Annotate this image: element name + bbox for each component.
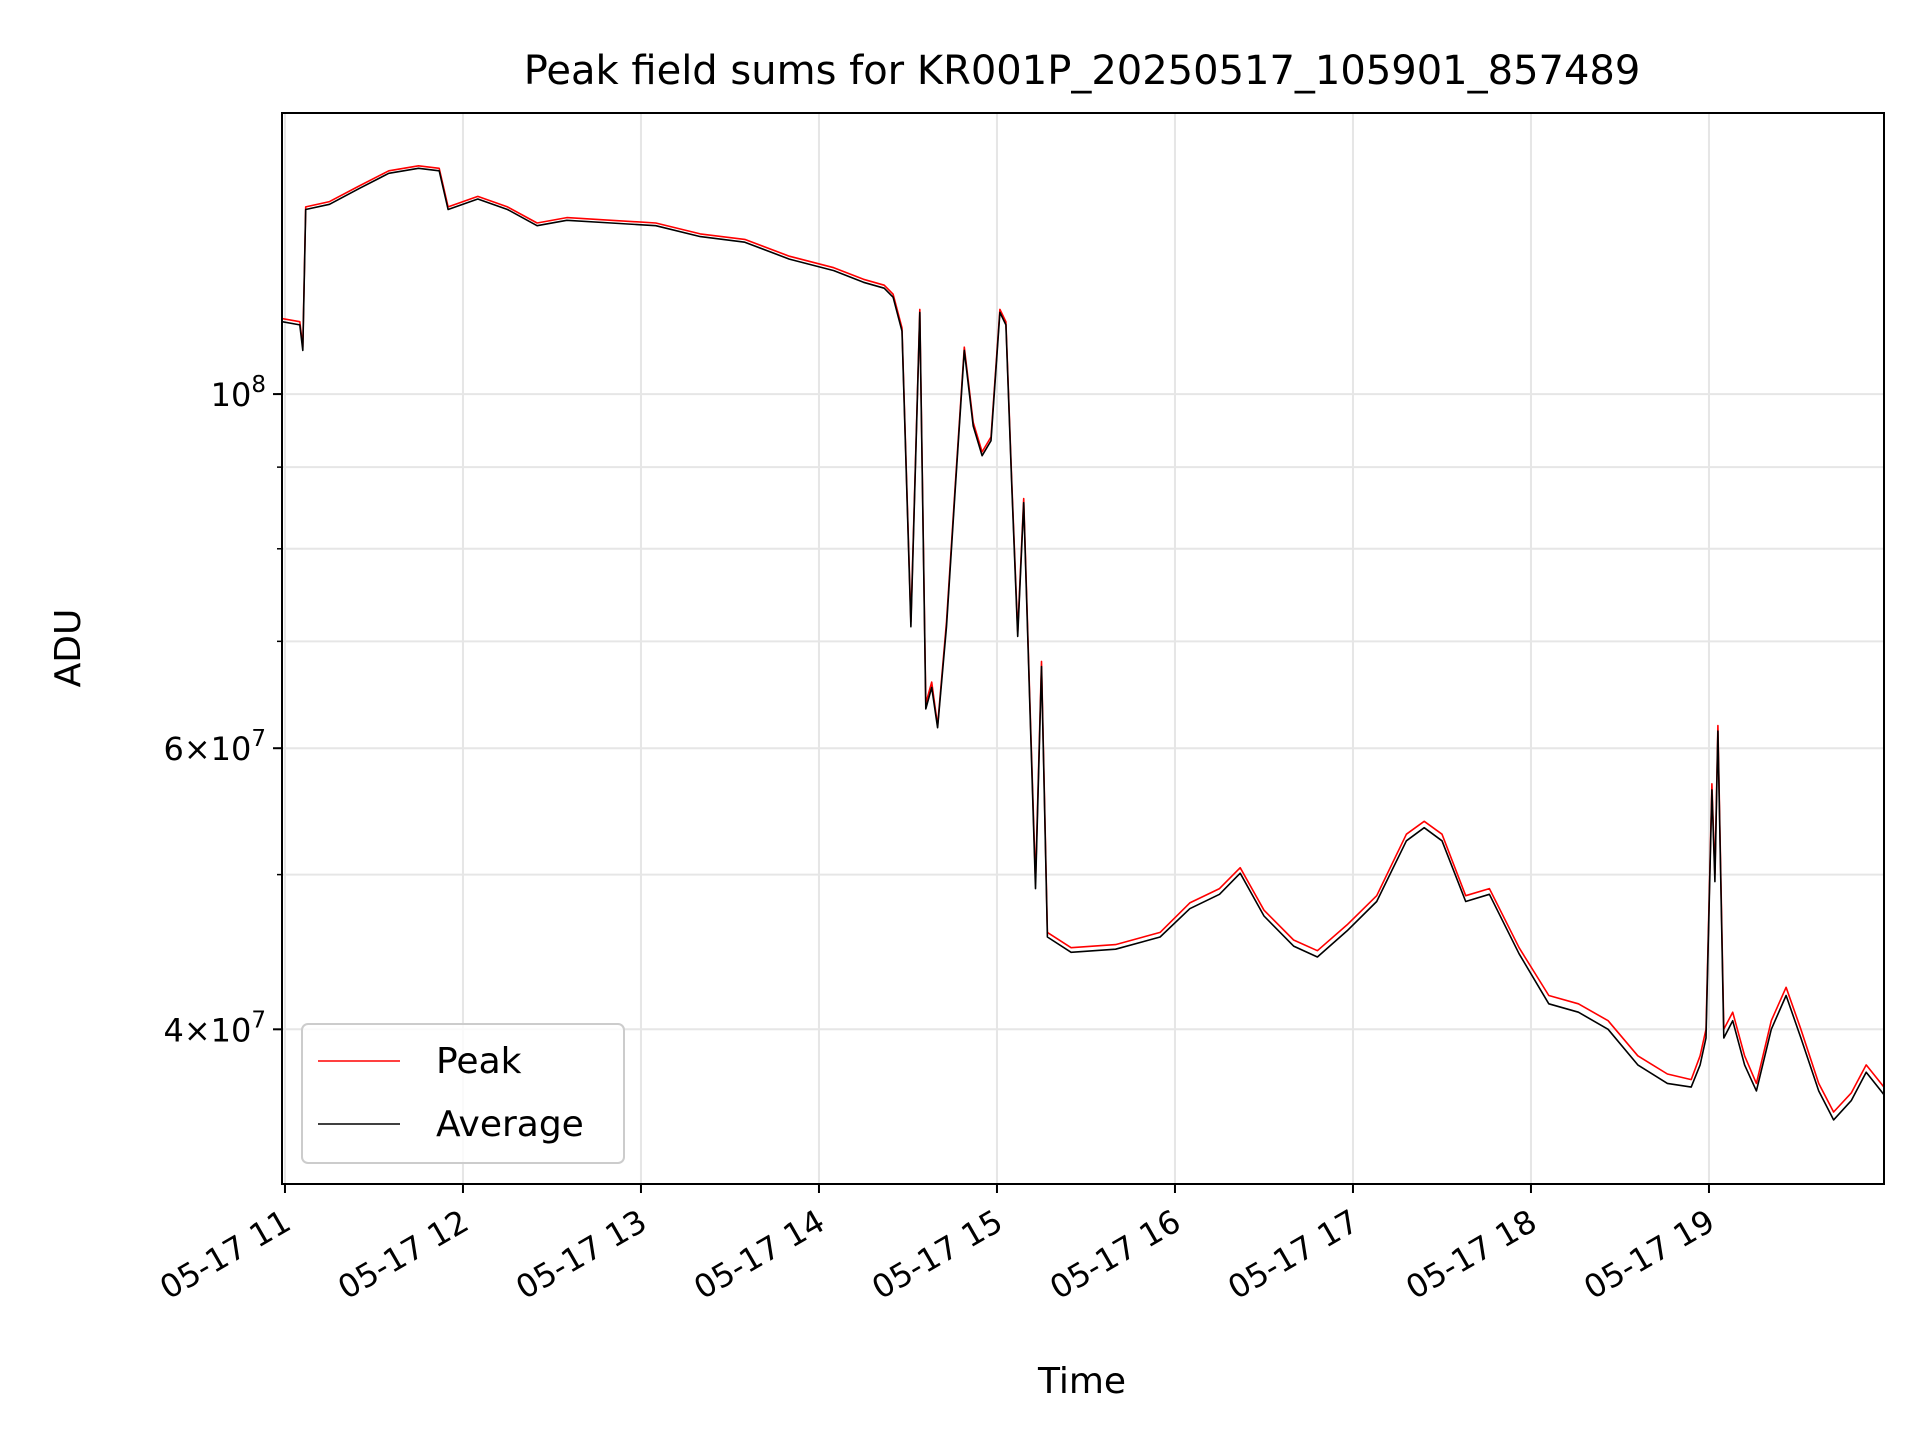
series-line-peak [282,165,1884,1113]
y-axis: 108 6×107 4×107 [163,372,282,1049]
legend-box [301,1023,625,1164]
y-tick-label-0: 108 [211,372,266,414]
series-line-average [282,167,1884,1121]
plot-frame [281,112,1885,1185]
y-axis-label: ADU [48,609,89,688]
legend: Peak Average [301,1023,625,1164]
series-layer [282,165,1884,1121]
y-tick-label-2: 4×107 [163,1007,266,1049]
legend-label-peak: Peak [436,1041,522,1082]
grid-layer [282,113,1884,1184]
x-axis-label: Time [1037,1361,1126,1402]
legend-label-average: Average [436,1104,584,1145]
chart-title: Peak field sums for KR001P_20250517_1059… [524,48,1641,94]
y-tick-label-1: 6×107 [163,726,266,768]
